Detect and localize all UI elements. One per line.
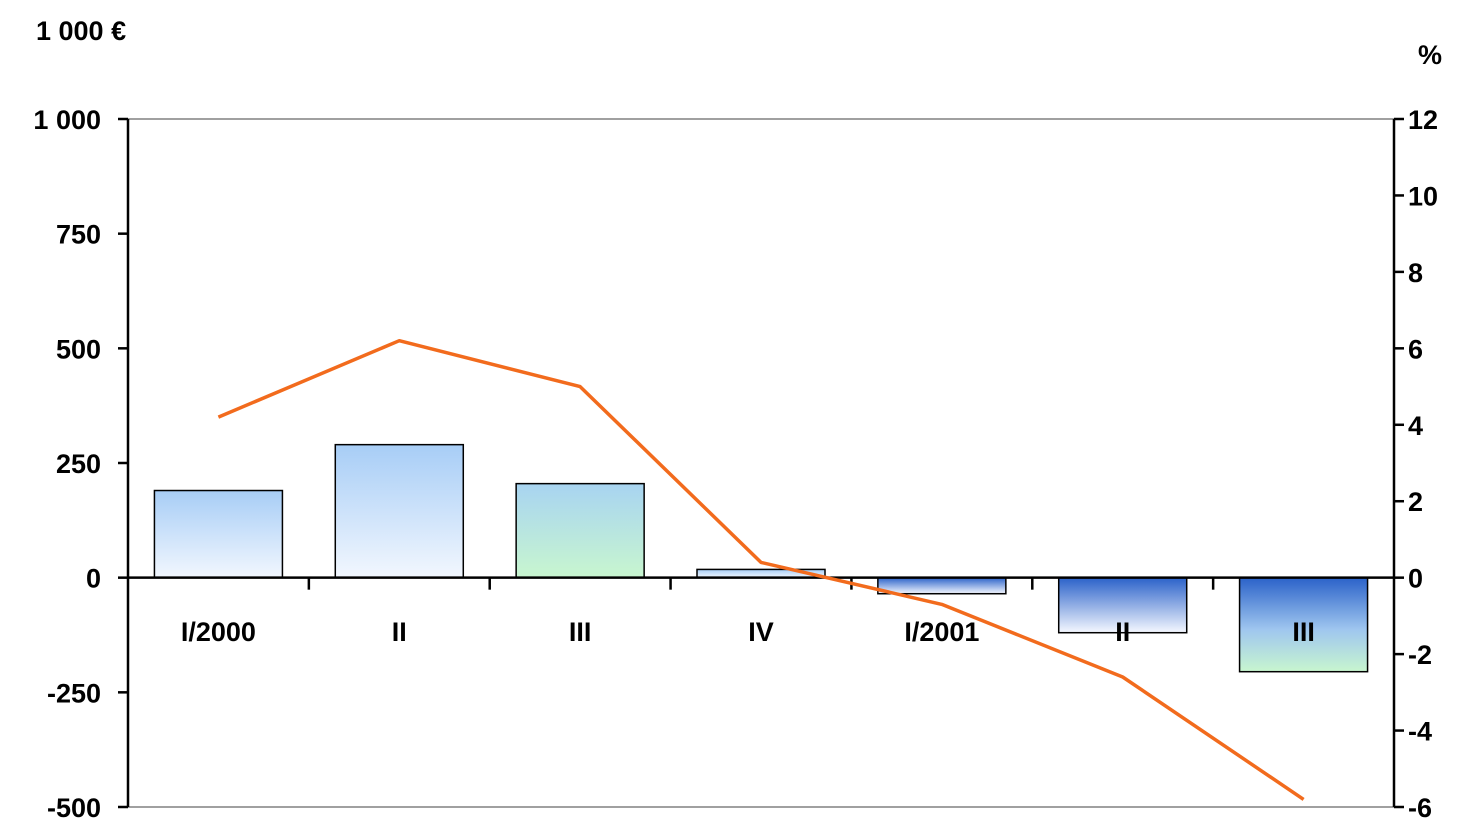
right-axis-tick-label: 8	[1408, 258, 1423, 288]
category-labels: I/2000 II III IV I/2001 II III	[181, 617, 1315, 647]
right-axis-tick-label: 12	[1408, 105, 1438, 135]
left-axis-tick-label: -250	[47, 678, 101, 708]
category-label: I/2001	[904, 617, 979, 647]
bar	[515, 482, 645, 579]
axes	[118, 117, 1404, 809]
right-axis-tick-label: 0	[1408, 564, 1423, 594]
category-label: II	[392, 617, 407, 647]
line-series-path	[217, 338, 1305, 801]
left-axis-tick-label: 500	[56, 334, 101, 364]
category-label: III	[1292, 617, 1315, 647]
left-axis-tick-label: -500	[47, 793, 101, 823]
category-label: III	[569, 617, 592, 647]
right-axis-tick-label: -6	[1408, 793, 1432, 823]
category-label: I/2000	[181, 617, 256, 647]
right-axis-tick-label: -4	[1408, 717, 1432, 747]
zero-axis	[128, 576, 1394, 590]
tick-labels: 1 000 750 500 250 0 -250 -500 12 10 8 6 4 2 0 -2 -4 -6	[33, 105, 1438, 823]
bar	[1057, 576, 1188, 634]
right-axis-tick-label: 6	[1408, 334, 1423, 364]
category-label: II	[1115, 617, 1130, 647]
bar	[153, 489, 284, 579]
right-axis-tick-label: 10	[1408, 181, 1438, 211]
right-axis-tick-label: -2	[1408, 640, 1432, 670]
left-axis-tick-label: 0	[86, 564, 101, 594]
left-axis-tick-label: 750	[56, 220, 101, 250]
left-axis-tick-label: 1 000	[33, 105, 101, 135]
right-axis-tick-label: 4	[1408, 411, 1423, 441]
left-axis-tick-label: 250	[56, 449, 101, 479]
right-axis-unit-label: %	[1418, 40, 1442, 70]
line-series	[217, 338, 1305, 801]
left-axis-unit-label: 1 000 €	[36, 16, 126, 46]
bar	[334, 443, 465, 579]
right-axis-tick-label: 2	[1408, 487, 1423, 517]
bar	[877, 576, 1007, 595]
category-label: IV	[748, 617, 774, 647]
bars	[153, 443, 1369, 673]
